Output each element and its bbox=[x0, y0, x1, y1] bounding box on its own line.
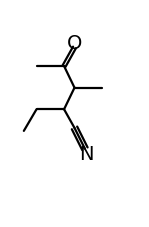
Text: O: O bbox=[67, 34, 82, 52]
Text: N: N bbox=[79, 145, 94, 164]
